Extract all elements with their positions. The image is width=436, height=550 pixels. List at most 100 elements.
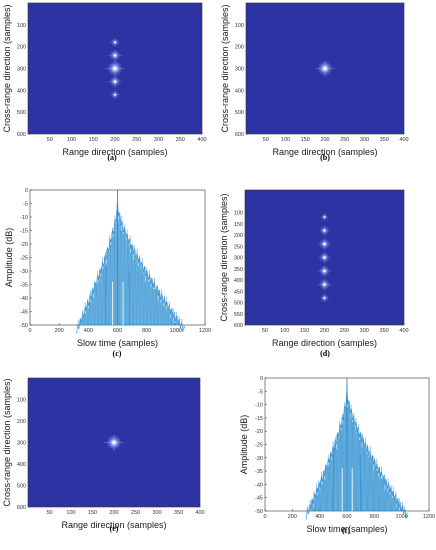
x-tick-label: 400 xyxy=(399,328,408,334)
y-tick-label: 300 xyxy=(235,67,244,73)
y-tick-label: 300 xyxy=(234,256,243,262)
y-tick-label: 350 xyxy=(234,267,243,273)
y-tick-label: 100 xyxy=(234,211,243,217)
y-tick-label: 600 xyxy=(235,132,244,138)
scatter-point xyxy=(323,216,326,218)
x-tick-label: 50 xyxy=(46,510,52,516)
scatter-point xyxy=(323,297,326,299)
y-axis-label: Amplitude (dB) xyxy=(4,228,14,288)
x-tick-label: 250 xyxy=(131,510,140,516)
x-tick-label: 1000 xyxy=(396,514,408,520)
y-tick-label: -25 xyxy=(20,256,28,262)
x-tick-label: 200 xyxy=(320,137,329,143)
x-tick-label: 1200 xyxy=(423,514,435,520)
x-tick-label: 800 xyxy=(370,514,379,520)
scatter-point xyxy=(323,269,326,273)
x-axis-label: Range direction (samples) xyxy=(61,520,166,530)
x-tick-label: 400 xyxy=(399,137,408,143)
x-tick-label: 200 xyxy=(320,328,329,334)
y-axis-label: Cross-range direction (samples) xyxy=(2,378,12,506)
y-tick-label: 400 xyxy=(17,88,26,94)
y-tick-label: 150 xyxy=(234,222,243,228)
panel-caption: (c) xyxy=(113,349,122,358)
y-tick-label: 500 xyxy=(235,110,244,116)
y-tick-label: -20 xyxy=(20,242,28,248)
x-tick-label: 300 xyxy=(360,328,369,334)
scatter-point xyxy=(323,67,327,70)
x-tick-label: 0 xyxy=(28,328,31,334)
scatter-point xyxy=(112,441,116,444)
panel-caption: (a) xyxy=(107,153,117,162)
y-tick-label: -50 xyxy=(20,323,28,329)
panel-b: 50 100 150 200 250 300 350 400 100 200 300 400 500 60… xyxy=(220,2,409,162)
x-tick-label: 250 xyxy=(340,328,349,334)
x-tick-label: 400 xyxy=(84,328,93,334)
y-tick-label: 600 xyxy=(17,505,26,511)
x-tick-label: 800 xyxy=(142,328,151,334)
y-tick-label: -5 xyxy=(258,389,263,395)
x-axis-label: Range direction (samples) xyxy=(62,147,167,157)
y-tick-label: -10 xyxy=(255,403,263,409)
x-axis-label: Slow time (samples) xyxy=(77,338,158,348)
y-tick-label: 300 xyxy=(17,67,26,73)
x-tick-label: 1200 xyxy=(199,328,211,334)
x-tick-label: 150 xyxy=(88,510,97,516)
x-tick-label: 350 xyxy=(380,137,389,143)
y-tick-label: 250 xyxy=(234,244,243,250)
y-tick-label: 100 xyxy=(235,23,244,29)
scatter-point xyxy=(323,242,326,246)
y-tick-label: -45 xyxy=(255,496,263,502)
amplitude-series-fill xyxy=(76,200,185,326)
panel-caption: (b) xyxy=(320,153,330,162)
amplitude-series-line xyxy=(305,385,408,520)
y-tick-label: -20 xyxy=(255,429,263,435)
y-tick-label: 100 xyxy=(17,398,26,404)
y-tick-label: 500 xyxy=(17,110,26,116)
x-tick-label: 100 xyxy=(281,137,290,143)
x-tick-label: 100 xyxy=(67,137,76,143)
x-axis-label: Slow time (samples) xyxy=(306,524,387,534)
y-tick-label: 500 xyxy=(17,484,26,490)
scatter-point xyxy=(323,229,326,232)
x-tick-label: 50 xyxy=(263,137,269,143)
y-tick-label: 0 xyxy=(260,376,263,382)
x-tick-label: 50 xyxy=(47,137,53,143)
y-tick-label: 600 xyxy=(17,132,26,138)
x-tick-label: 350 xyxy=(380,328,389,334)
panel-a: 50 100 150 200 250 300 350 400 100 200 300 400 500 60… xyxy=(2,2,207,162)
scatter-point xyxy=(113,54,117,57)
panel-caption: (f) xyxy=(342,526,350,535)
x-tick-label: 300 xyxy=(360,137,369,143)
y-tick-label: 100 xyxy=(17,23,26,29)
x-tick-label: 350 xyxy=(174,510,183,516)
scatter-point xyxy=(113,80,117,83)
y-tick-label: 550 xyxy=(234,312,243,318)
y-axis-label: Cross-range direction (samples) xyxy=(2,4,12,132)
x-tick-label: 300 xyxy=(154,137,163,143)
x-tick-label: 1000 xyxy=(170,328,182,334)
y-tick-label: -30 xyxy=(20,269,28,275)
y-tick-label: -15 xyxy=(255,416,263,422)
x-tick-label: 200 xyxy=(110,137,119,143)
x-tick-label: 400 xyxy=(315,514,324,520)
y-tick-label: -10 xyxy=(20,215,28,221)
y-tick-label: 300 xyxy=(17,441,26,447)
y-tick-label: -15 xyxy=(20,229,28,235)
y-tick-label: -40 xyxy=(20,296,28,302)
x-tick-label: 350 xyxy=(176,137,185,143)
x-tick-label: 0 xyxy=(263,514,266,520)
x-axis-label: Range direction (samples) xyxy=(272,338,377,348)
panel-d: 50 100 150 200 250 300 350 400 100 150 200 250 300 35… xyxy=(219,189,409,358)
y-tick-label: -35 xyxy=(255,469,263,475)
x-tick-label: 200 xyxy=(55,328,64,334)
x-tick-label: 150 xyxy=(300,328,309,334)
panel-c: 0 200 400 600 800 1000 1200 0 -5 -10 -15 -20 -25 -30 -… xyxy=(4,188,211,358)
scatter-point xyxy=(113,67,117,70)
panel-caption: (d) xyxy=(320,349,330,358)
x-tick-label: 50 xyxy=(262,328,268,334)
x-tick-label: 400 xyxy=(197,137,206,143)
y-tick-label: 450 xyxy=(234,289,243,295)
x-tick-label: 250 xyxy=(132,137,141,143)
y-tick-label: -50 xyxy=(255,509,263,515)
y-tick-label: 400 xyxy=(235,88,244,94)
